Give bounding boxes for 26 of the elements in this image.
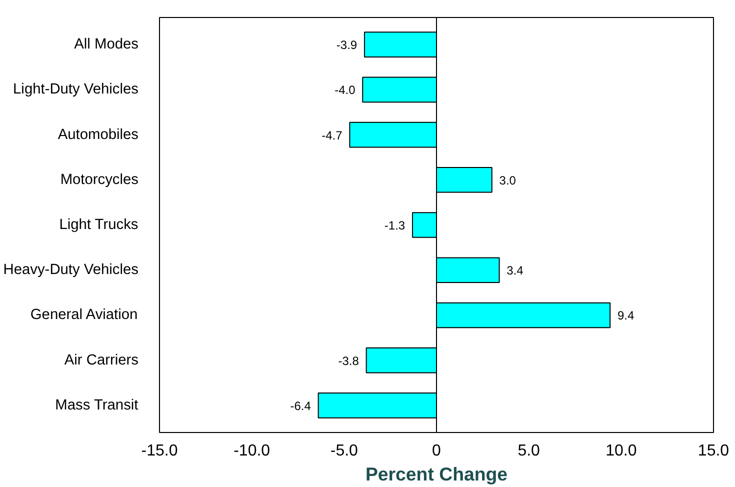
data-label: -4.0: [334, 83, 356, 98]
data-label: 9.4: [617, 308, 634, 323]
y-tick-label: Light-Duty Vehicles: [13, 82, 139, 98]
x-tick-label: 5.0: [518, 442, 540, 460]
y-tick-label: Mass Transit: [55, 397, 138, 414]
data-label: -3.9: [336, 38, 358, 52]
data-label: -6.4: [290, 398, 312, 413]
data-label: 3.0: [499, 173, 516, 188]
data-label: -4.7: [322, 128, 343, 142]
y-tick-label: Automobiles: [58, 126, 139, 143]
y-tick-label: Heavy-Duty Vehicles: [3, 262, 139, 278]
x-tick-label: -10.0: [234, 442, 270, 460]
x-tick-label: 10.0: [606, 442, 637, 460]
x-tick-label: 15.0: [698, 442, 730, 460]
x-axis-title: Percent Change: [365, 464, 508, 484]
y-tick-label: Light Trucks: [59, 217, 138, 233]
x-tick-label: -15.0: [141, 442, 178, 460]
y-tick-label: All Modes: [74, 36, 139, 53]
x-tick-label: 0: [432, 442, 442, 460]
data-label: -1.3: [384, 218, 406, 232]
y-tick-label: Motorcycles: [60, 172, 139, 188]
y-tick-label: Air Carriers: [64, 352, 139, 368]
x-tick-label: -5.0: [330, 442, 358, 460]
data-label: -3.8: [338, 354, 360, 368]
y-tick-label: General Aviation: [30, 307, 138, 324]
data-label: 3.4: [506, 264, 524, 278]
